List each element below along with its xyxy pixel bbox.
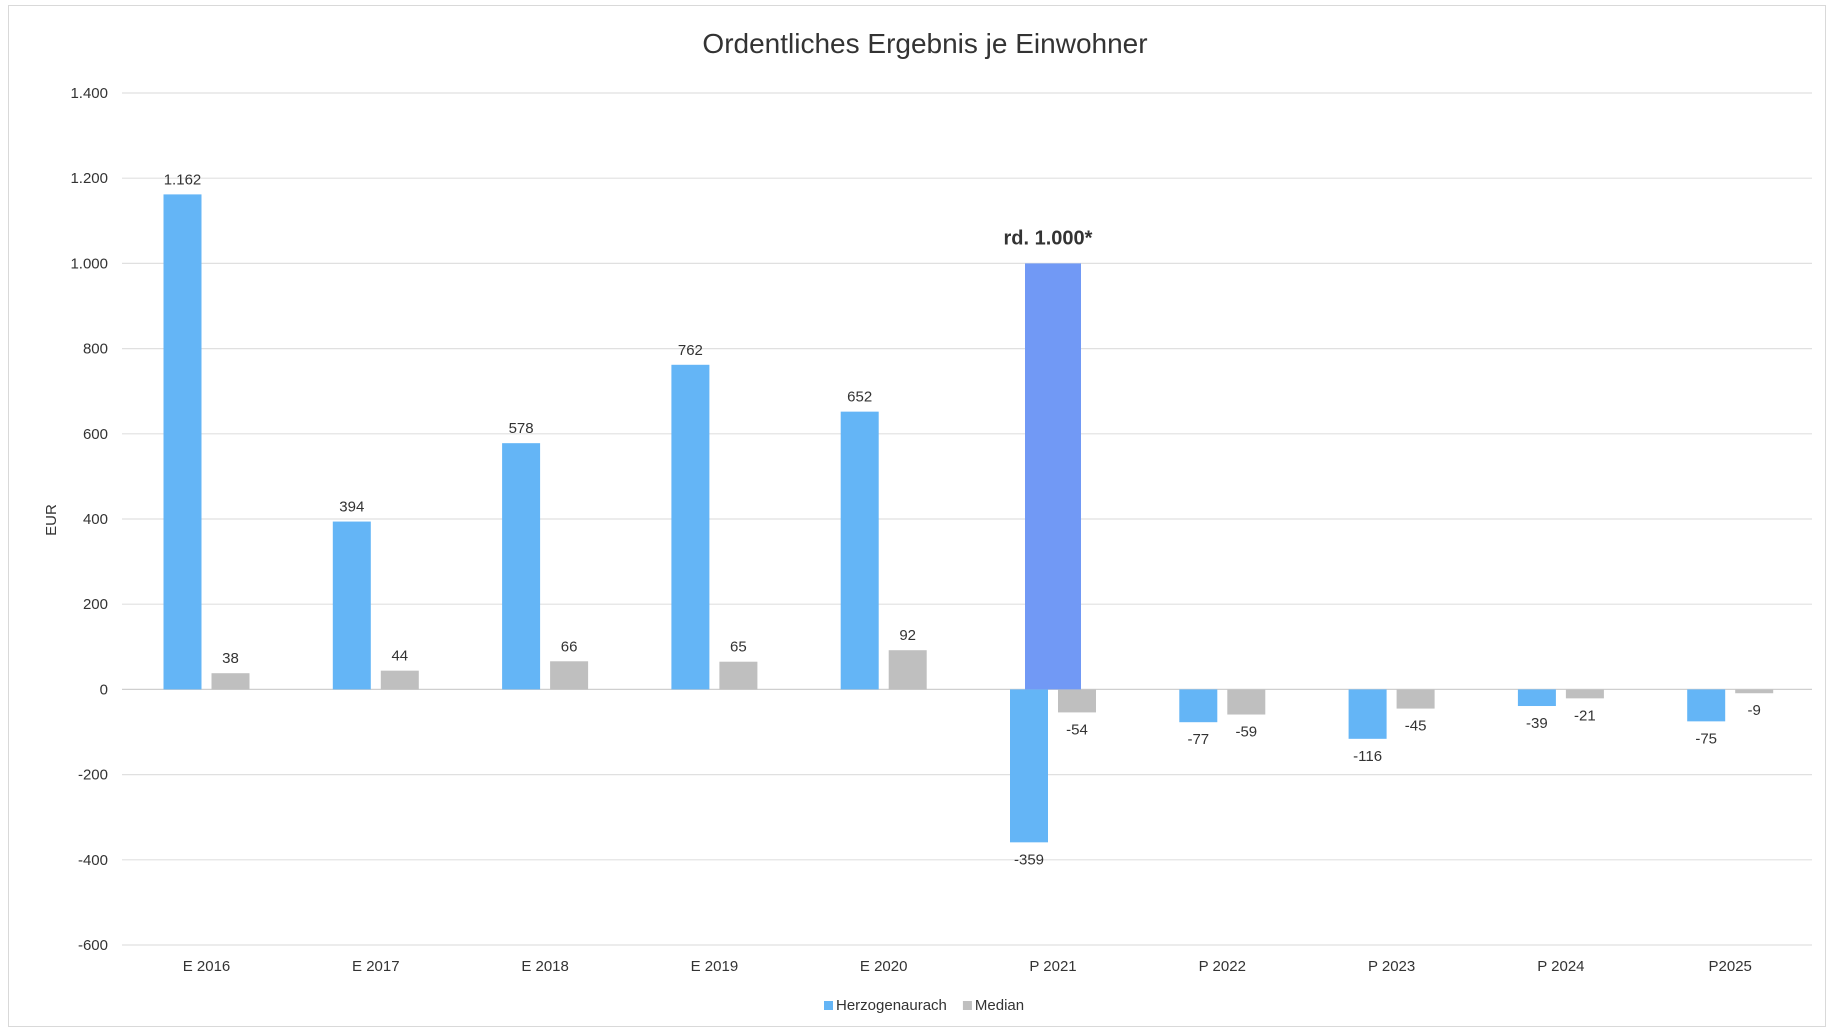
bar xyxy=(1179,689,1218,723)
data-label: 66 xyxy=(561,638,578,655)
data-label: 394 xyxy=(339,499,364,516)
y-tick-label: 800 xyxy=(83,341,108,358)
data-label: -45 xyxy=(1405,718,1427,735)
bar xyxy=(1348,689,1387,739)
bar xyxy=(1227,689,1266,715)
legend-label: Median xyxy=(975,997,1024,1014)
bar xyxy=(1735,689,1774,694)
data-label: -54 xyxy=(1066,721,1088,738)
bar xyxy=(1565,689,1604,699)
bar xyxy=(671,364,710,690)
grid-lines xyxy=(122,92,1812,946)
y-tick-label: 1.400 xyxy=(70,85,108,102)
data-label: -116 xyxy=(1353,748,1382,765)
x-tick-label: P 2022 xyxy=(1199,958,1246,975)
y-tick-label: 600 xyxy=(83,426,108,443)
y-tick-label: 400 xyxy=(83,511,108,528)
bar xyxy=(1058,689,1096,713)
x-tick-label: E 2017 xyxy=(352,958,400,975)
y-tick-label: 200 xyxy=(83,596,108,613)
bar xyxy=(380,670,419,690)
bar xyxy=(1687,689,1726,722)
data-label: 652 xyxy=(847,389,872,406)
bar xyxy=(1010,689,1048,843)
bar xyxy=(502,443,541,690)
y-tick-label: -400 xyxy=(78,852,108,869)
annotation: rd. 1.000* xyxy=(1004,227,1093,690)
bar xyxy=(332,521,371,690)
data-label: 92 xyxy=(899,627,916,644)
data-label: 578 xyxy=(509,420,534,437)
x-tick-label: E 2020 xyxy=(860,958,908,975)
bar xyxy=(1517,689,1556,707)
chart-title: Ordentliches Ergebnis je Einwohner xyxy=(702,28,1147,59)
x-tick-label: E 2016 xyxy=(183,958,231,975)
data-label: 44 xyxy=(391,648,408,665)
y-tick-labels: -600 -400 -200 0 200 400 600 800 1.000 1.200 1.400 xyxy=(70,85,108,954)
data-label: -21 xyxy=(1574,707,1596,724)
y-tick-label: 1.000 xyxy=(70,255,108,272)
x-tick-label: P 2021 xyxy=(1029,958,1076,975)
data-label: 762 xyxy=(678,342,703,359)
data-label: 65 xyxy=(730,639,747,656)
bar xyxy=(888,650,927,690)
annotation-label: rd. 1.000* xyxy=(1004,227,1093,249)
data-label: -359 xyxy=(1014,851,1044,868)
x-tick-label: P 2024 xyxy=(1537,958,1584,975)
x-tick-label: E 2018 xyxy=(521,958,569,975)
y-tick-label: -600 xyxy=(78,937,108,954)
data-label: -77 xyxy=(1187,731,1209,748)
y-axis-label: EUR xyxy=(43,504,60,536)
data-label: -75 xyxy=(1695,730,1717,747)
data-label: 1.162 xyxy=(164,171,202,188)
y-tick-label: 1.200 xyxy=(70,170,108,187)
bar xyxy=(1396,689,1435,709)
legend-swatch xyxy=(962,1001,972,1010)
bars xyxy=(163,194,1774,843)
legend-swatch xyxy=(824,1001,833,1010)
x-tick-label: E 2019 xyxy=(691,958,739,975)
bar xyxy=(550,661,589,690)
data-label: -9 xyxy=(1748,702,1761,719)
x-tick-label: P 2023 xyxy=(1368,958,1415,975)
legend-label: Herzogenaurach xyxy=(836,997,947,1014)
data-label: -39 xyxy=(1526,715,1548,732)
y-tick-label: -200 xyxy=(78,767,108,784)
x-tick-label: P2025 xyxy=(1709,958,1752,975)
data-label: -59 xyxy=(1235,724,1257,741)
x-tick-labels: E 2016 E 2017 E 2018 E 2019 E 2020 P 2021 P 20… xyxy=(183,958,1752,975)
data-label: 38 xyxy=(222,650,239,667)
bar xyxy=(719,661,758,690)
annotation-bar xyxy=(1025,263,1081,690)
y-tick-label: 0 xyxy=(100,681,108,698)
legend: Herzogenaurach Median xyxy=(824,997,1024,1014)
chart-frame xyxy=(8,5,1826,1027)
bar xyxy=(211,673,250,690)
data-labels: 1.162 38 394 44 578 66 762 65 652 92 -359 -54 -77 -59… xyxy=(164,171,1761,868)
bar xyxy=(163,194,202,690)
bar xyxy=(840,411,879,690)
